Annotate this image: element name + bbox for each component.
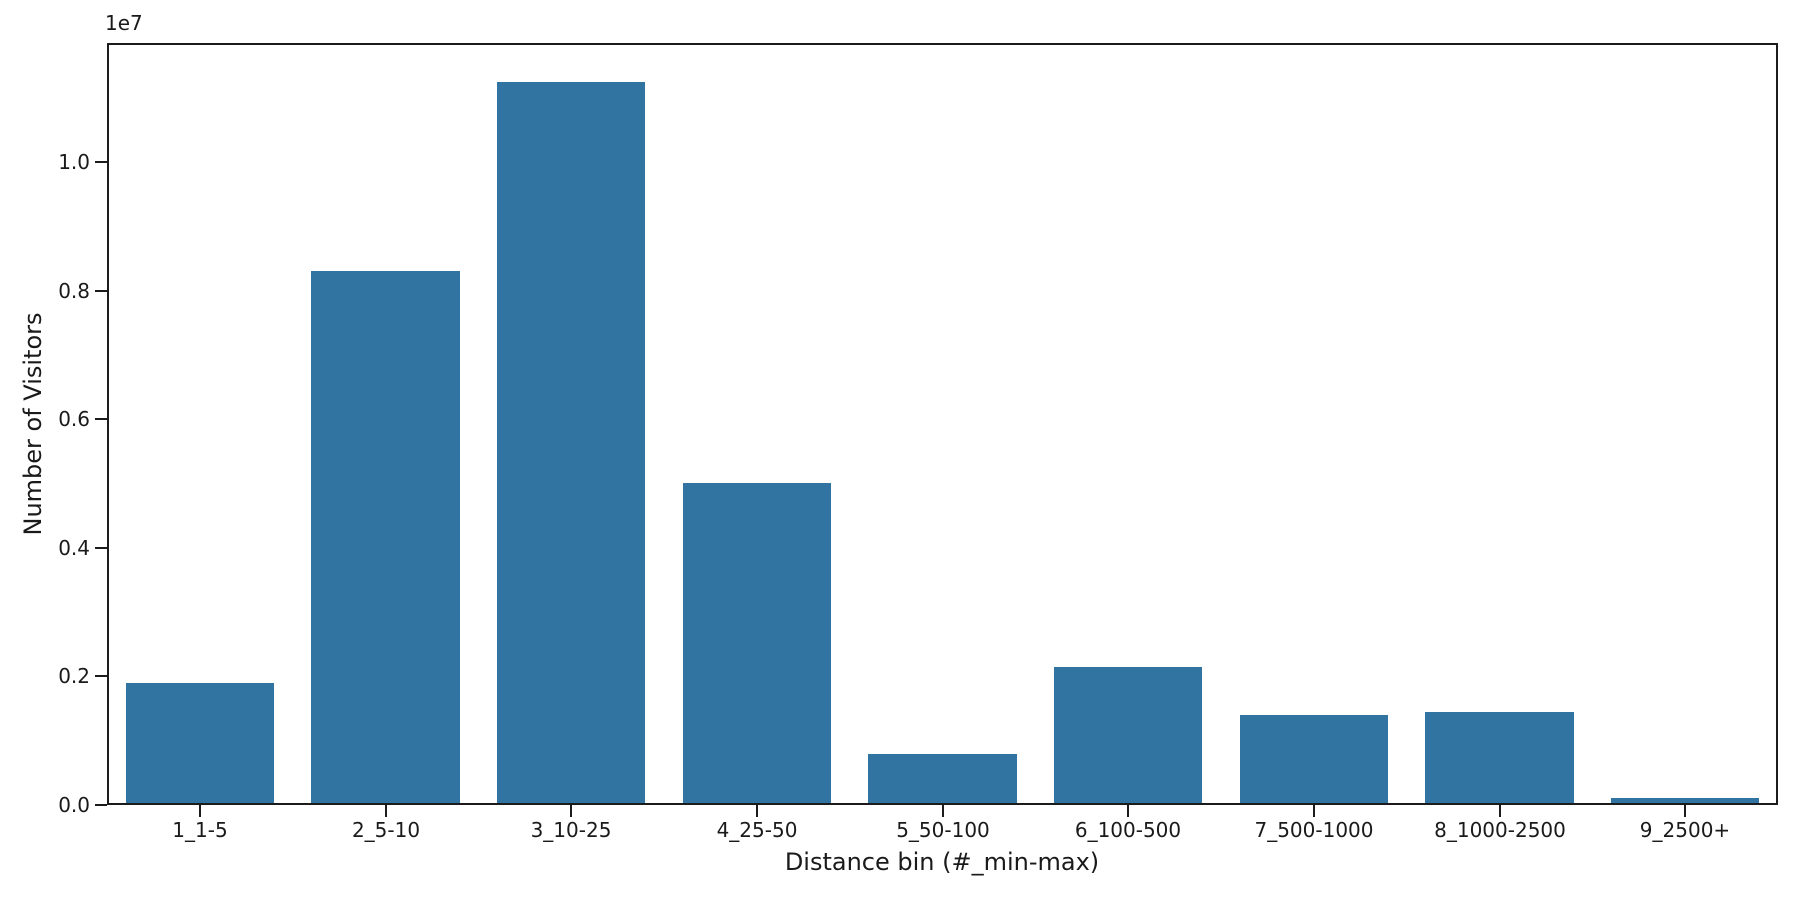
x-tick-label: 7_500-1000	[1254, 818, 1374, 842]
x-tick-label: 4_25-50	[716, 818, 798, 842]
y-tick-mark	[95, 290, 107, 292]
x-tick-mark	[199, 805, 201, 817]
x-tick-mark	[385, 805, 387, 817]
x-tick-label: 1_1-5	[172, 818, 228, 842]
y-tick-label: 0.4	[58, 536, 90, 560]
bar-9_2500+	[1610, 798, 1760, 805]
x-tick-label: 2_5-10	[351, 818, 421, 842]
x-tick-mark	[1313, 805, 1315, 817]
bar-3_10-25	[496, 82, 646, 805]
y-tick-mark	[95, 418, 107, 420]
y-axis-offset-text: 1e7	[105, 11, 143, 35]
x-tick-mark	[1499, 805, 1501, 817]
x-tick-label: 3_10-25	[530, 818, 612, 842]
x-tick-mark	[942, 805, 944, 817]
bar-8_1000-2500	[1425, 712, 1574, 805]
x-tick-label: 8_1000-2500	[1434, 818, 1566, 842]
plot-area	[107, 43, 1778, 805]
y-tick-label: 0.2	[58, 664, 90, 688]
y-tick-mark	[95, 675, 107, 677]
bar-2_5-10	[311, 271, 460, 805]
bar-7_500-1000	[1239, 715, 1389, 805]
bar-5_50-100	[868, 754, 1017, 805]
y-tick-label: 0.0	[58, 793, 90, 817]
x-tick-mark	[1684, 805, 1686, 817]
x-tick-mark	[756, 805, 758, 817]
y-tick-mark	[95, 547, 107, 549]
y-tick-mark	[95, 804, 107, 806]
x-tick-mark	[1127, 805, 1129, 817]
x-tick-label: 6_100-500	[1074, 818, 1182, 842]
y-tick-mark	[95, 161, 107, 163]
x-tick-label: 9_2500+	[1639, 818, 1731, 842]
bar-1_1-5	[125, 683, 275, 805]
x-tick-mark	[570, 805, 572, 817]
bar-6_100-500	[1053, 667, 1203, 805]
x-axis-label: Distance bin (#_min-max)	[784, 848, 1100, 876]
y-tick-label: 1.0	[58, 150, 90, 174]
y-tick-label: 0.8	[58, 279, 90, 303]
y-tick-label: 0.6	[58, 407, 90, 431]
bar-4_25-50	[682, 483, 832, 805]
x-tick-label: 5_50-100	[896, 818, 990, 842]
